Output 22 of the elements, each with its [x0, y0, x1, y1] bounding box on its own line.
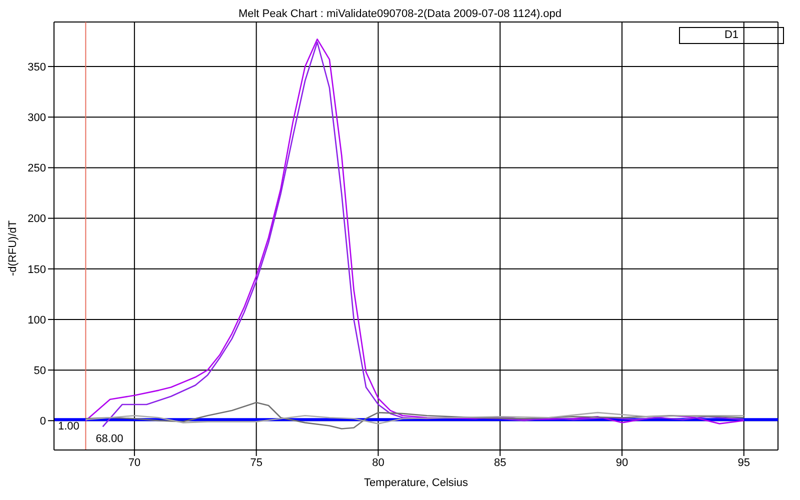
line-series: [85, 402, 745, 430]
y-tick-label: 100: [28, 314, 46, 326]
y-tick-label: 250: [28, 162, 46, 175]
y-tick-label: 50: [34, 364, 46, 377]
y-axis-title: -d(RFU)/dT: [6, 220, 19, 276]
x-tick-label: 75: [250, 456, 262, 469]
y-tick-label: 200: [28, 213, 46, 226]
annotation: D1: [679, 29, 784, 41]
ref-line-label: 68.00: [96, 433, 124, 445]
chart-title: Melt Peak Chart : miValidate090708-2(Data 2009-07-08 1124).opd: [237, 8, 563, 20]
line-series: [85, 412, 745, 424]
ref-line-label: 1.00: [58, 420, 80, 432]
y-tick-label: 300: [28, 112, 46, 124]
x-tick-label: 70: [128, 456, 141, 469]
x-tick-label: 90: [616, 456, 628, 469]
x-tick-label: 80: [372, 456, 384, 469]
x-tick-label: 85: [494, 456, 506, 469]
x-tick-label: 95: [738, 456, 750, 469]
y-tick-label: 350: [28, 61, 46, 74]
y-tick-label: 150: [28, 264, 46, 276]
y-tick-label: 0: [40, 416, 46, 428]
x-axis-title: Temperature, Celsius: [364, 477, 468, 489]
